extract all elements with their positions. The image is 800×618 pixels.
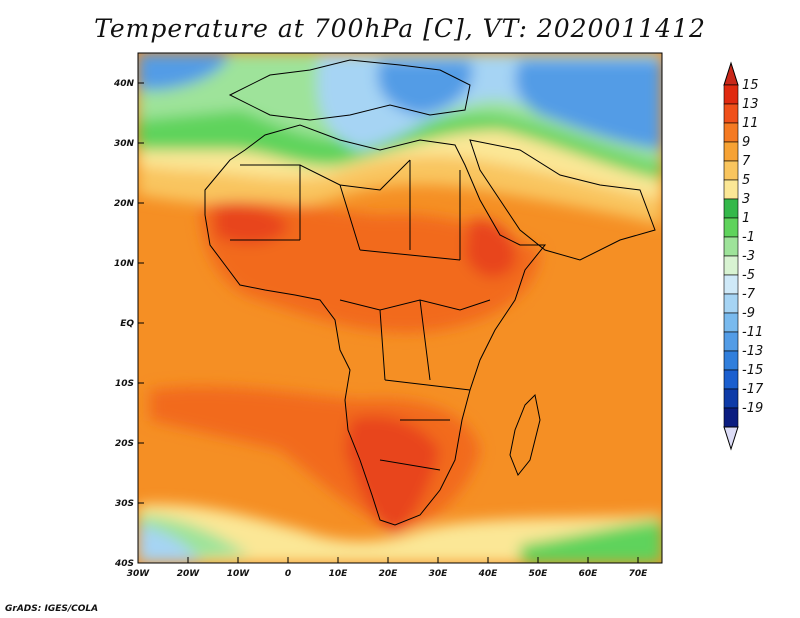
- colorbar-swatch: [723, 84, 739, 105]
- lon-tick-label: 40E: [478, 569, 499, 579]
- colorbar-label: -7: [742, 287, 756, 302]
- lon-tick-label: 60E: [579, 569, 599, 579]
- colorbar-swatch: [723, 103, 739, 124]
- colorbar-swatch: [723, 388, 739, 409]
- lat-tick-label: 10S: [115, 379, 134, 389]
- southeast-green-band: [520, 520, 662, 563]
- east-hot-core: [465, 219, 516, 278]
- lon-tick-label: 70E: [629, 569, 649, 579]
- colorbar-swatch: [723, 122, 739, 143]
- lon-tick-label: 10W: [227, 569, 251, 579]
- colorbar-label: -3: [742, 249, 755, 264]
- temperature-field: [138, 53, 662, 563]
- madagascar-coastline: [509, 393, 541, 476]
- lon-tick-label: 20E: [379, 569, 399, 579]
- colorbar-swatch: [723, 407, 739, 428]
- lon-tick-label: 20W: [177, 569, 201, 579]
- sahel-warm-region: [200, 201, 540, 333]
- colorbar-label: -1: [742, 230, 755, 245]
- colorbar-label: -9: [742, 306, 755, 321]
- colorbar-top-arrow: [723, 61, 739, 86]
- colorbar-label: -15: [742, 363, 763, 378]
- colorbar-label: -5: [742, 268, 755, 283]
- lat-tick-label: 30S: [115, 499, 134, 509]
- colorbar-swatch: [723, 293, 739, 314]
- lat-tick-label: 40S: [114, 559, 134, 569]
- lon-tick-label: 10E: [329, 569, 349, 579]
- lon-tick-label: 50E: [529, 569, 549, 579]
- colorbar-label: 1: [742, 211, 750, 226]
- colorbar-label: 7: [742, 154, 751, 169]
- west-hot-core: [215, 203, 290, 244]
- lat-tick-label: 30N: [114, 139, 135, 149]
- lat-tick-label: 40N: [113, 79, 135, 89]
- colorbar-label: 13: [742, 97, 759, 112]
- colorbar-label: 15: [742, 78, 759, 93]
- colorbar-swatch: [723, 179, 739, 200]
- colorbar-label: 11: [742, 116, 759, 131]
- lat-tick-label: 10N: [114, 259, 135, 269]
- sahara-borders: [230, 159, 461, 261]
- colorbar-swatch: [723, 369, 739, 390]
- colorbar-label: -13: [742, 344, 763, 359]
- lat-tick-label: 20N: [114, 199, 135, 209]
- arabia-coastline: [469, 139, 656, 261]
- colorbar-swatch: [723, 160, 739, 181]
- colorbar-swatch: [723, 217, 739, 238]
- colorbar-label: 5: [742, 173, 750, 188]
- colorbar-swatch: [723, 141, 739, 162]
- colorbar-swatch: [723, 274, 739, 295]
- longitude-axis: 30W 20W 10W 0 10E 20E 30E 40E 50E 60E 70E: [127, 557, 648, 579]
- southwest-blue-region: [138, 525, 200, 563]
- colorbar-swatch: [723, 255, 739, 276]
- colorbar-swatch: [723, 312, 739, 333]
- east-deep-blue-region: [515, 60, 662, 150]
- plot-frame: [137, 52, 663, 564]
- colorbar-label: -17: [742, 382, 764, 397]
- lon-tick-label: 0: [285, 569, 291, 579]
- colorbar-swatch: [723, 236, 739, 257]
- lon-tick-label: 30W: [127, 569, 151, 579]
- grads-credit: GrADS: IGES/COLA: [5, 604, 99, 614]
- africa-coastline: [204, 124, 547, 526]
- north-deep-blue-region: [377, 60, 473, 115]
- colorbar-label: -19: [742, 401, 763, 416]
- map-title: Temperature at 700hPa [C], VT: 202001141…: [94, 14, 706, 43]
- central-borders: [339, 299, 491, 471]
- latitude-axis: 40N 30N 20N 10N EQ 10S 20S 30S 40S: [113, 79, 144, 569]
- colorbar-label: 9: [742, 135, 750, 150]
- lat-tick-label: EQ: [120, 319, 134, 329]
- south-hot-core: [345, 416, 440, 535]
- lon-tick-label: 30E: [429, 569, 449, 579]
- coastlines: [204, 59, 656, 526]
- colorbar-swatch: [723, 198, 739, 219]
- northwest-blue-region: [138, 53, 230, 90]
- colorbar-bottom-arrow: [723, 426, 739, 451]
- colorbar-label: 3: [742, 192, 750, 207]
- colorbar-swatch: [723, 350, 739, 371]
- colorbar-swatch: [723, 331, 739, 352]
- colorbar: 15 13 11 9 7 5 3 1 -1 -3 -5 -7 -9 -11 -13 -15 -17 -19: [723, 61, 764, 451]
- colorbar-label: -11: [742, 325, 763, 340]
- lat-tick-label: 20S: [115, 439, 134, 449]
- mediterranean-coastline: [228, 59, 471, 121]
